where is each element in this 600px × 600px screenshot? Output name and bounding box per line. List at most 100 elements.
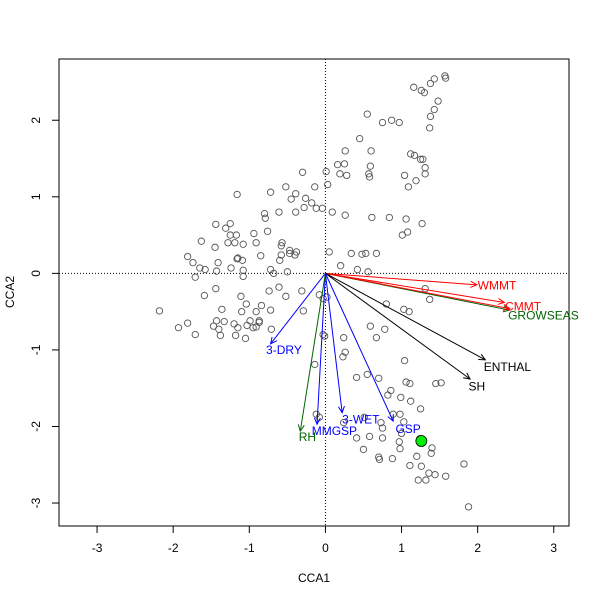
env-arrow-head — [502, 305, 511, 313]
site-point — [282, 292, 290, 300]
site-point — [398, 231, 406, 239]
site-point — [215, 325, 223, 333]
site-point — [400, 356, 409, 365]
site-point — [426, 295, 434, 304]
x-tick-label: 3 — [550, 541, 557, 555]
env-arrow-line — [325, 272, 510, 310]
site-point — [340, 334, 348, 342]
arrow-label: WMMT — [478, 279, 517, 293]
site-point — [255, 317, 263, 325]
site-point — [412, 177, 420, 185]
site-point — [325, 248, 333, 256]
arrow-label: GSP — [395, 422, 420, 436]
y-axis-label: CCA2 — [3, 276, 17, 308]
env-arrow-line — [325, 272, 477, 286]
site-point — [191, 273, 199, 281]
site-point — [300, 203, 308, 212]
site-point — [362, 249, 370, 258]
x-tick-label: -3 — [92, 541, 103, 555]
site-point — [464, 503, 473, 511]
site-point — [426, 112, 435, 121]
env-arrow-line — [270, 273, 326, 345]
site-point — [426, 124, 434, 132]
site-point — [299, 307, 307, 315]
site-point — [366, 162, 374, 170]
site-point — [231, 331, 240, 340]
site-point — [378, 118, 387, 127]
site-point — [239, 240, 247, 248]
site-point — [430, 105, 438, 114]
site-point — [233, 190, 241, 199]
site-point — [372, 249, 381, 258]
site-point — [241, 334, 250, 343]
site-point — [232, 231, 241, 239]
site-point — [285, 249, 294, 258]
site-point — [410, 151, 419, 160]
site-point — [359, 445, 368, 454]
site-point — [191, 330, 199, 339]
site-point — [360, 413, 368, 421]
site-point — [155, 307, 164, 315]
site-point — [277, 251, 285, 259]
site-point — [426, 79, 435, 88]
site-point — [395, 438, 403, 446]
site-point — [339, 353, 347, 361]
site-point — [212, 220, 220, 229]
x-axis-label: CCA1 — [298, 571, 330, 585]
site-point — [275, 208, 283, 216]
y-tick-label: -2 — [29, 421, 43, 432]
env-arrow-line — [325, 272, 486, 361]
site-point — [421, 170, 429, 178]
y-tick-label: -3 — [29, 497, 43, 508]
site-point — [358, 250, 366, 258]
site-point — [407, 397, 415, 405]
site-point — [287, 195, 295, 203]
site-point — [227, 264, 235, 272]
env-arrow-line — [316, 273, 326, 425]
site-point — [375, 374, 383, 382]
site-point — [226, 219, 234, 228]
site-point — [298, 287, 306, 295]
site-point — [301, 194, 310, 202]
site-point — [425, 469, 433, 477]
site-point — [230, 320, 238, 328]
site-point — [417, 462, 425, 470]
site-point — [237, 292, 245, 300]
site-point — [243, 321, 251, 330]
site-point — [347, 249, 355, 258]
site-point — [364, 268, 372, 276]
site-point — [419, 155, 427, 163]
site-point — [421, 164, 429, 172]
site-point — [365, 173, 374, 181]
arrow-label: MMGSP — [312, 424, 357, 438]
arrow-label: SH — [469, 380, 486, 394]
site-point — [260, 209, 269, 218]
site-point — [403, 228, 412, 236]
env-arrow-head — [463, 372, 471, 380]
site-point — [385, 213, 394, 222]
environmental-arrows — [269, 272, 511, 433]
site-point — [421, 285, 429, 293]
site-point — [340, 418, 348, 427]
site-point — [318, 204, 327, 212]
y-tick-label: 0 — [29, 270, 43, 277]
site-point — [238, 256, 247, 264]
site-point — [418, 219, 426, 228]
site-point — [442, 74, 450, 82]
site-point — [413, 452, 421, 460]
site-point — [275, 283, 283, 291]
site-point — [388, 454, 397, 463]
env-arrow-head — [502, 304, 511, 311]
site-point — [416, 155, 425, 163]
site-point — [384, 391, 392, 399]
site-point — [367, 147, 375, 155]
env-arrow-head — [497, 298, 506, 305]
site-point — [431, 471, 439, 479]
plot-frame — [58, 58, 570, 527]
site-point — [387, 386, 395, 395]
site-point — [414, 476, 422, 484]
site-point — [341, 147, 349, 155]
site-point — [365, 170, 373, 178]
